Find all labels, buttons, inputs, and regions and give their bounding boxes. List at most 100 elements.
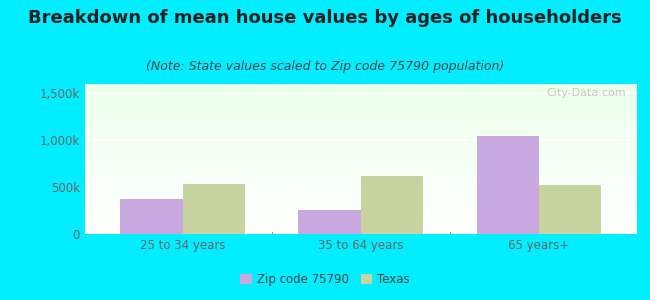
Bar <box>84 106 637 107</box>
Bar <box>84 180 637 181</box>
Bar <box>84 92 637 93</box>
Bar <box>84 96 637 97</box>
Bar <box>84 166 637 167</box>
Bar <box>84 102 637 103</box>
Bar <box>84 85 637 86</box>
Bar <box>84 95 637 96</box>
Bar <box>84 196 637 197</box>
Bar <box>84 208 637 209</box>
Bar <box>84 219 637 220</box>
Bar <box>84 157 637 158</box>
Bar <box>84 217 637 218</box>
Bar <box>84 233 637 234</box>
Bar <box>84 164 637 165</box>
Bar <box>84 188 637 189</box>
Bar <box>84 107 637 108</box>
Bar <box>84 132 637 133</box>
Bar <box>84 205 637 206</box>
Bar <box>84 111 637 112</box>
Bar <box>84 94 637 95</box>
Bar <box>84 197 637 198</box>
Bar <box>84 221 637 222</box>
Bar <box>539 185 601 234</box>
Bar <box>84 161 637 162</box>
Bar <box>84 160 637 161</box>
Bar <box>84 189 637 190</box>
Bar <box>84 174 637 175</box>
Bar <box>84 131 637 132</box>
Bar <box>84 175 637 176</box>
Bar <box>84 168 637 169</box>
Bar <box>84 120 637 121</box>
Bar <box>84 118 637 119</box>
Bar <box>84 181 637 182</box>
Bar <box>84 145 637 146</box>
Bar <box>84 124 637 125</box>
Bar <box>84 133 637 134</box>
Bar <box>84 213 637 214</box>
Bar <box>84 187 637 188</box>
Bar <box>84 151 637 152</box>
Bar <box>84 101 637 102</box>
Bar <box>84 88 637 89</box>
Bar <box>84 216 637 217</box>
Bar <box>84 173 637 174</box>
Bar <box>84 206 637 207</box>
Bar <box>84 204 637 205</box>
Bar <box>84 115 637 116</box>
Bar <box>84 225 637 226</box>
Bar <box>84 171 637 172</box>
Bar <box>84 198 637 199</box>
Bar <box>84 220 637 221</box>
Bar <box>84 116 637 117</box>
Bar <box>84 191 637 192</box>
Bar <box>84 167 637 168</box>
Bar <box>84 85 637 86</box>
Bar <box>361 176 423 234</box>
Bar <box>84 117 637 118</box>
Bar <box>84 104 637 105</box>
Bar <box>84 169 637 170</box>
Bar <box>84 109 637 110</box>
Bar <box>84 129 637 130</box>
Bar <box>84 214 637 215</box>
Bar <box>183 184 245 234</box>
Bar <box>84 158 637 159</box>
Bar <box>84 159 637 160</box>
Bar <box>84 105 637 106</box>
Bar <box>84 138 637 139</box>
Bar <box>84 119 637 120</box>
Bar <box>84 190 637 191</box>
Bar <box>84 169 637 170</box>
Bar <box>84 130 637 131</box>
Text: Breakdown of mean house values by ages of householders: Breakdown of mean house values by ages o… <box>28 9 622 27</box>
Bar <box>84 232 637 233</box>
Bar <box>84 153 637 154</box>
Bar <box>84 185 637 186</box>
Bar <box>84 177 637 178</box>
Bar <box>84 100 637 101</box>
Bar <box>84 114 637 115</box>
Bar <box>84 186 637 187</box>
Bar <box>84 178 637 179</box>
Bar <box>84 209 637 210</box>
Bar <box>84 139 637 140</box>
Bar <box>84 231 637 232</box>
Bar <box>84 125 637 126</box>
Bar <box>84 103 637 104</box>
Bar <box>84 135 637 136</box>
Bar <box>84 89 637 90</box>
Bar <box>84 112 637 113</box>
Bar <box>84 193 637 194</box>
Bar <box>84 127 637 128</box>
Bar <box>84 134 637 135</box>
Bar <box>84 228 637 229</box>
Bar <box>84 148 637 149</box>
Bar <box>84 126 637 127</box>
Bar <box>84 184 637 185</box>
Bar <box>84 108 637 109</box>
Bar <box>84 215 637 216</box>
Bar <box>84 218 637 219</box>
Bar <box>84 141 637 142</box>
Bar <box>84 150 637 151</box>
